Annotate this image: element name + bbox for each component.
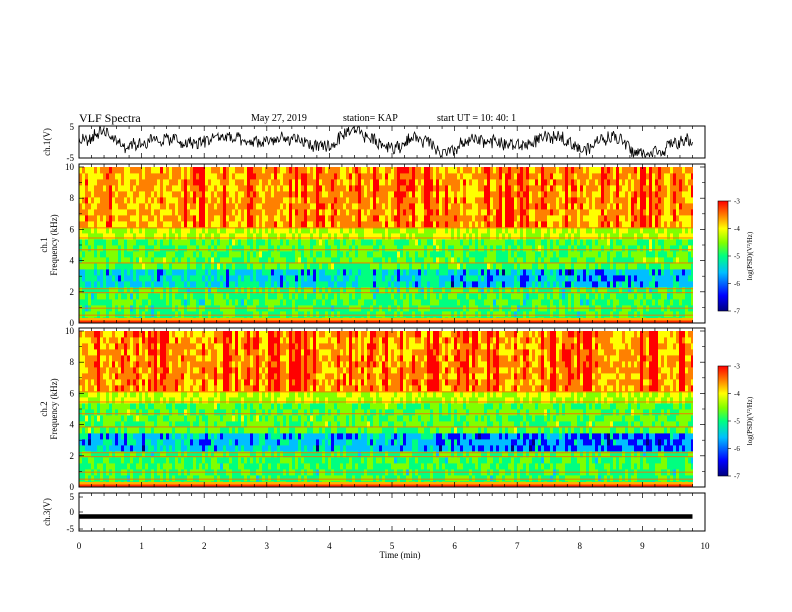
x-tick-label: 6 xyxy=(452,541,457,551)
colorbar-tick-label: -3 xyxy=(734,198,740,206)
x-tick-label: 0 xyxy=(77,541,82,551)
ch1-spec-ytick-label: 8 xyxy=(70,193,75,203)
colorbar-tick-label: -7 xyxy=(734,308,740,316)
date-label: May 27, 2019 xyxy=(251,113,307,124)
colorbar-tick-label: -6 xyxy=(734,445,740,453)
ch3-ytick-label: 5 xyxy=(70,492,75,502)
ch1-spec-ytick-label: 10 xyxy=(65,162,75,172)
ch3-ytick-label: -5 xyxy=(67,524,75,534)
ch1-spec-ytick-label: 2 xyxy=(70,287,75,297)
colorbar-tick-label: -6 xyxy=(734,280,740,288)
ch2-spec-ytick-label: 8 xyxy=(70,357,75,367)
x-tick-label: 10 xyxy=(701,541,711,551)
colorbar-tick-label: -7 xyxy=(734,473,740,481)
ch1-waveform xyxy=(79,126,693,158)
ch3-waveform-frame xyxy=(78,492,706,532)
colorbar-label: log(PSD)(V²/Hz) xyxy=(746,231,754,280)
ch1-colorbar xyxy=(717,200,729,312)
colorbar-tick-label: -4 xyxy=(734,390,740,398)
colorbar-tick-label: -4 xyxy=(734,225,740,233)
ch1-y-axis-label: ch.1(V) xyxy=(42,128,52,156)
x-tick-label: 7 xyxy=(515,541,520,551)
start-time-label: start UT = 10: 40: 1 xyxy=(437,113,517,124)
x-tick-label: 2 xyxy=(202,541,207,551)
x-tick-label: 5 xyxy=(390,541,395,551)
ch2-spec-ytick-label: 10 xyxy=(65,326,75,336)
ch1-spec-y-axis-label: ch.1Frequency (kHz) xyxy=(39,214,59,275)
ch2-spec-ytick-label: 4 xyxy=(70,420,75,430)
ch3-y-axis-label: ch.3(V) xyxy=(42,498,52,526)
ch2-colorbar xyxy=(717,365,729,477)
ch3-ytick-label: 0 xyxy=(70,507,75,517)
x-tick-label: 4 xyxy=(327,541,332,551)
ch1-spectrogram xyxy=(79,167,693,323)
colorbar-label: log(PSD)(V²/Hz) xyxy=(746,396,754,445)
colorbar-tick-label: -5 xyxy=(734,418,740,426)
ch2-spectrogram xyxy=(79,331,693,487)
ch2-spec-ytick-label: 2 xyxy=(70,451,75,461)
ch1-trace xyxy=(79,126,693,158)
ch1-ytick-label: -5 xyxy=(67,153,75,163)
colorbar-tick-label: -5 xyxy=(734,253,740,261)
ch1-spec-ytick-label: 4 xyxy=(70,256,75,266)
station-label: station= KAP xyxy=(343,113,398,124)
x-tick-label: 9 xyxy=(640,541,645,551)
x-tick-label: 3 xyxy=(265,541,270,551)
x-tick-label: 8 xyxy=(578,541,583,551)
x-axis-label: Time (min) xyxy=(380,550,421,560)
x-tick-label: 1 xyxy=(139,541,144,551)
ch1-spec-ytick-label: 6 xyxy=(70,224,75,234)
ch2-spec-y-axis-label: ch.2Frequency (kHz) xyxy=(39,378,59,439)
ch1-ytick-label: 5 xyxy=(70,122,75,132)
ch2-spec-ytick-label: 0 xyxy=(70,482,75,492)
colorbar-tick-label: -3 xyxy=(734,363,740,371)
chart-title: VLF Spectra xyxy=(79,111,141,125)
ch1-spec-ytick-label: 0 xyxy=(70,318,75,328)
ch2-spec-ytick-label: 6 xyxy=(70,388,75,398)
